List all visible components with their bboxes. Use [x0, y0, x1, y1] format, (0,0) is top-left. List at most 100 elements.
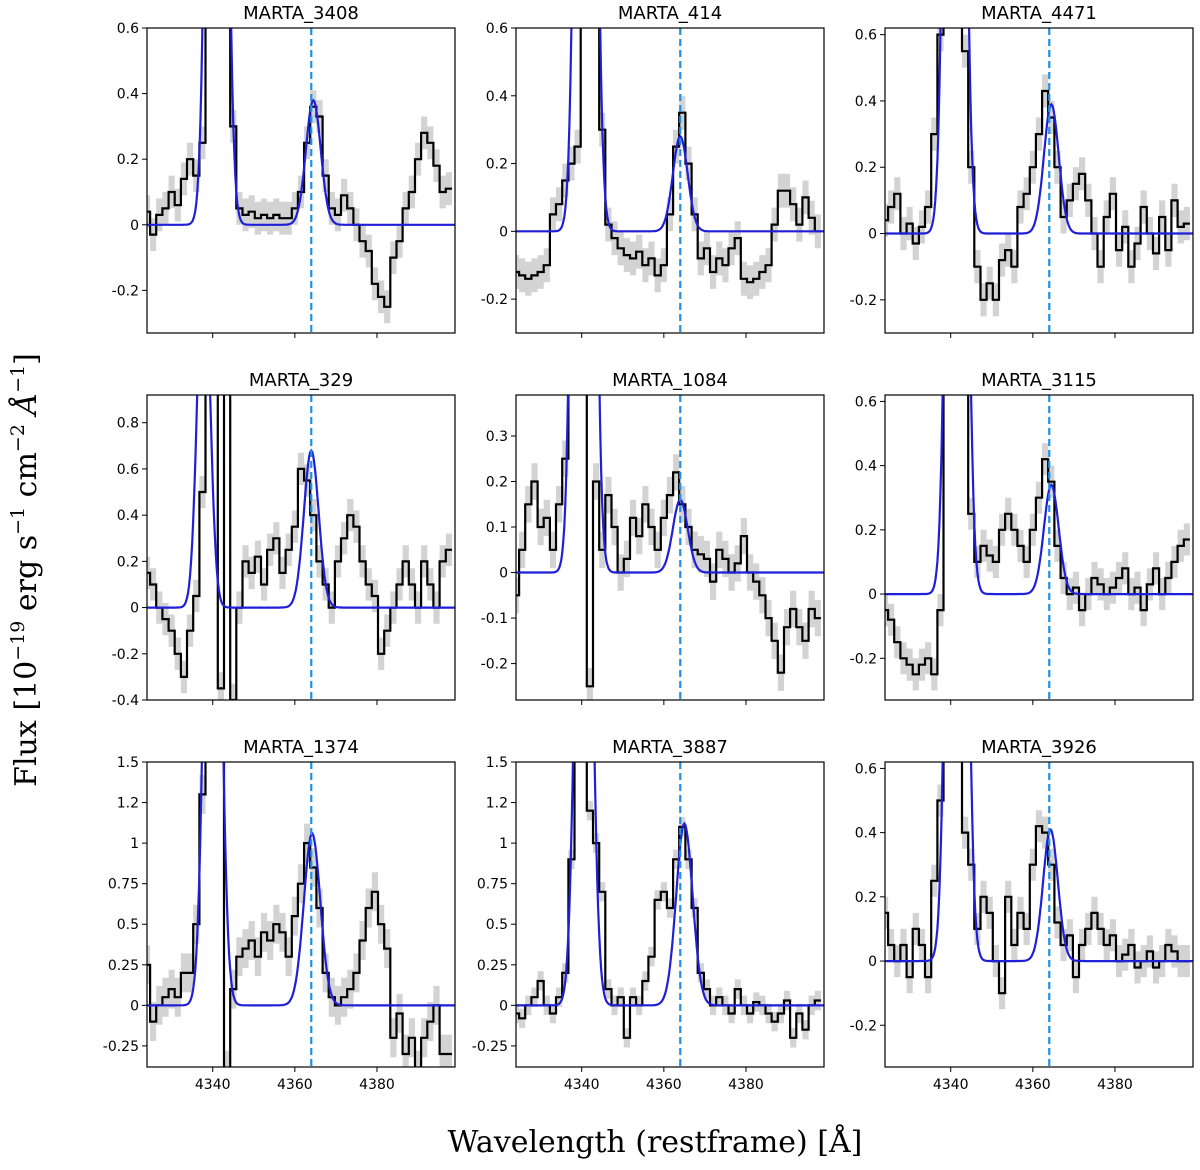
y-tick-label: 0.5 [117, 917, 139, 933]
model-fit-line [885, 762, 1193, 963]
x-tick-label: 4360 [1015, 1077, 1051, 1093]
y-tick-label: -0.2 [850, 651, 877, 667]
y-axis-label-part: Flux [10 [9, 661, 44, 787]
model-fit-line [147, 395, 455, 609]
spectrum-panel: -0.25 0 0.25 0.5 0.75 1 1.2 1.5 4340 4360 4380 MART… [472, 737, 825, 1093]
y-tick-label: 0.8 [117, 416, 139, 432]
y-axis-label: Flux [10−19 erg s−1 cm−2 Å−1] [7, 353, 44, 787]
spectrum-panel: -0.2 0 0.2 0.4 0.6 MARTA_4471 [850, 3, 1194, 338]
y-tick-label: -0.2 [112, 283, 139, 299]
panel-title: MARTA_4471 [981, 3, 1097, 24]
model-fit-line [516, 762, 824, 1007]
plot-area [516, 762, 824, 1067]
y-tick-label: 1 [130, 836, 139, 852]
y-tick-label: 0.4 [855, 94, 877, 110]
y-tick-label: 0.2 [117, 152, 139, 168]
y-tick-label: 0.2 [855, 890, 877, 906]
error-band [885, 395, 1190, 691]
axes-frame [884, 27, 1194, 334]
plot-area [147, 395, 455, 700]
x-tick-label: 4360 [646, 1077, 682, 1093]
spectrum-panel: -0.25 0 0.25 0.5 0.75 1 1.2 1.5 4340 4360 4380 MART… [103, 737, 456, 1093]
y-tick-label: 0 [499, 566, 508, 582]
y-tick-label: 0.25 [477, 958, 508, 974]
y-tick-label: 0.2 [855, 523, 877, 539]
axes-frame [515, 27, 825, 334]
y-tick-label: -0.2 [112, 647, 139, 663]
y-axis-label-exponent: −1 [7, 507, 29, 535]
plot-area [885, 28, 1193, 333]
y-tick-label: -0.2 [481, 657, 508, 673]
panel-title: MARTA_3408 [243, 3, 359, 24]
model-fit-line [516, 395, 824, 574]
y-tick-label: 0.2 [486, 157, 508, 173]
y-axis-label-exponent: −1 [7, 365, 29, 393]
spectrum-panel: -0.4 -0.2 0 0.2 0.4 0.6 0.8 MARTA_329 [112, 370, 456, 709]
y-tick-label: 0.6 [117, 21, 139, 37]
y-tick-label: 0 [868, 954, 877, 970]
y-axis-label-exponent: −2 [7, 424, 29, 452]
axes-frame [146, 761, 456, 1068]
y-tick-label: 0.6 [117, 462, 139, 478]
axes-frame [515, 761, 825, 1068]
y-tick-label: -0.1 [481, 611, 508, 627]
y-tick-label: 0 [499, 224, 508, 240]
y-tick-label: 0.4 [117, 508, 139, 524]
y-tick-label: 0 [130, 998, 139, 1014]
model-fit-line [516, 28, 824, 233]
y-tick-label: 0.6 [486, 21, 508, 37]
x-tick-label: 4380 [1097, 1077, 1133, 1093]
y-tick-label: 0.6 [855, 28, 877, 44]
y-tick-label: 0.2 [486, 474, 508, 490]
y-tick-label: 0.4 [855, 459, 877, 475]
error-band [147, 28, 452, 324]
plot-area [516, 395, 824, 700]
plot-area [885, 395, 1193, 700]
model-fit-line [147, 762, 455, 1007]
spectrum-panel: -0.2 0 0.2 0.4 0.6 MARTA_3115 [850, 370, 1194, 705]
spectrum-panel: -0.2 -0.1 0 0.1 0.2 0.3 MARTA_1084 [481, 370, 825, 705]
y-tick-label: 0.2 [117, 554, 139, 570]
y-tick-label: -0.2 [850, 293, 877, 309]
axes-frame [146, 394, 456, 701]
x-tick-label: 4340 [195, 1077, 231, 1093]
model-fit-line [885, 395, 1193, 596]
y-tick-label: 0.4 [855, 826, 877, 842]
y-tick-label: 0.75 [108, 877, 139, 893]
data-spectrum-line [885, 762, 1190, 995]
axes-frame [884, 761, 1194, 1068]
y-tick-label: 1.5 [486, 755, 508, 771]
panel-title: MARTA_3115 [981, 370, 1097, 391]
x-axis-label: Wavelength (restframe) [Å] [448, 1124, 863, 1160]
model-fit-line [147, 28, 455, 226]
x-tick-label: 4340 [933, 1077, 969, 1093]
y-tick-label: -0.2 [481, 292, 508, 308]
y-tick-label: 1 [499, 836, 508, 852]
x-tick-label: 4360 [277, 1077, 313, 1093]
y-tick-label: 0 [499, 998, 508, 1014]
axes-frame [146, 27, 456, 334]
y-tick-label: -0.25 [472, 1039, 508, 1055]
error-band [147, 762, 452, 1067]
y-tick-label: 0.4 [117, 87, 139, 103]
data-spectrum-line [516, 762, 821, 1039]
y-tick-label: -0.2 [850, 1018, 877, 1034]
model-fit-line [885, 28, 1193, 235]
error-band [885, 762, 1190, 1010]
plot-area [516, 28, 824, 333]
error-band [147, 395, 452, 700]
data-spectrum-line [885, 395, 1190, 676]
plot-area [147, 28, 455, 333]
y-tick-label: 0.6 [855, 394, 877, 410]
data-spectrum-line [516, 395, 821, 688]
panel-title: MARTA_3926 [981, 737, 1097, 758]
panel-title: MARTA_1084 [612, 370, 728, 391]
spectrum-panel: -0.2 0 0.2 0.4 0.6 MARTA_3408 [112, 3, 456, 338]
y-tick-label: 0 [868, 227, 877, 243]
y-tick-label: 0.25 [108, 958, 139, 974]
data-spectrum-line [147, 395, 452, 700]
error-band [516, 762, 821, 1048]
y-axis-label-exponent: −19 [7, 621, 29, 661]
y-axis-label-part: ] [9, 353, 44, 365]
